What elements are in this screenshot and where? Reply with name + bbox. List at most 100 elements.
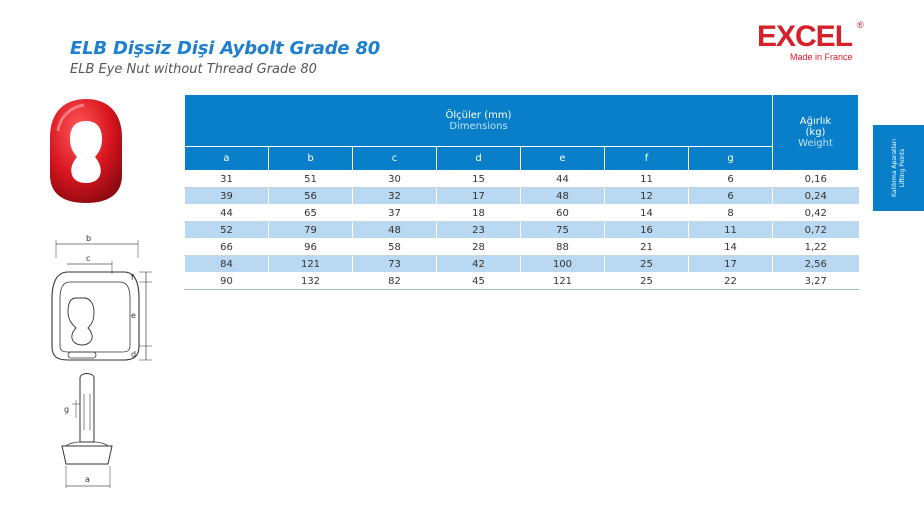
specification-table-body: 31 51 30 15 44 11 6 0,16 39 56 32 17 48 12 6 0,24 44 65 37…	[184, 170, 859, 290]
eye-nut-profile-drawing: g a	[61, 373, 113, 488]
weight-cell: 1,22	[772, 238, 859, 256]
table-row: 44 65 37 18 60 14 8 0,42	[184, 204, 859, 222]
table-cell: 37	[352, 204, 437, 222]
table-cell: 16	[604, 221, 689, 239]
side-tab-lifting-points[interactable]: Kaldırma Aparatları Lifting Points	[873, 125, 924, 211]
table-cell: 6	[688, 187, 773, 205]
table-cell: 21	[604, 238, 689, 256]
label-d: d	[131, 350, 136, 359]
table-cell: 17	[436, 187, 521, 205]
table-cell: 90	[184, 272, 269, 290]
table-cell: 18	[436, 204, 521, 222]
dimensions-header-en: Dimensions	[449, 120, 508, 132]
table-cell: 79	[268, 221, 353, 239]
table-cell: 32	[352, 187, 437, 205]
column-header: e	[520, 146, 605, 171]
table-cell: 28	[436, 238, 521, 256]
weight-cell: 0,42	[772, 204, 859, 222]
column-header: d	[436, 146, 521, 171]
table-cell: 48	[520, 187, 605, 205]
label-b: b	[86, 234, 91, 243]
page-title: ELB Dişsiz Dişi Aybolt Grade 80	[70, 38, 381, 59]
weight-cell: 3,27	[772, 272, 859, 290]
table-row: 90 132 82 45 121 25 22 3,27	[184, 272, 859, 290]
table-cell: 15	[436, 170, 521, 188]
column-header-row: a b c d e f g	[184, 146, 859, 171]
column-header: c	[352, 146, 437, 171]
side-tab-label-tr: Kaldırma Aparatları	[890, 138, 898, 198]
dimensions-header: Ölçüler (mm) Dimensions	[184, 94, 773, 147]
weight-header-tr: Ağırlık	[799, 116, 832, 127]
table-cell: 17	[688, 255, 773, 273]
excel-logo: EXCEL ® Made in France	[757, 20, 867, 64]
table-cell: 48	[352, 221, 437, 239]
table-cell: 6	[688, 170, 773, 188]
table-cell: 73	[352, 255, 437, 273]
weight-cell: 0,72	[772, 221, 859, 239]
side-tab-label: Kaldırma Aparatları Lifting Points	[891, 139, 907, 197]
table-cell: 132	[268, 272, 353, 290]
table-cell: 121	[268, 255, 353, 273]
table-cell: 30	[352, 170, 437, 188]
table-cell: 14	[604, 204, 689, 222]
weight-header-en: Weight	[798, 138, 833, 149]
table-cell: 11	[688, 221, 773, 239]
table-cell: 51	[268, 170, 353, 188]
table-row: 52 79 48 23 75 16 11 0,72	[184, 221, 859, 239]
table-cell: 66	[184, 238, 269, 256]
table-row: 84 121 73 42 100 25 17 2,56	[184, 255, 859, 273]
table-cell: 56	[268, 187, 353, 205]
logo-tagline: Made in France	[790, 52, 853, 62]
table-cell: 39	[184, 187, 269, 205]
eye-nut-photo-icon	[50, 99, 122, 203]
table-cell: 44	[184, 204, 269, 222]
logo-registered-mark: ®	[857, 20, 864, 30]
table-cell: 22	[688, 272, 773, 290]
table-cell: 84	[184, 255, 269, 273]
table-row: 31 51 30 15 44 11 6 0,16	[184, 170, 859, 188]
table-cell: 25	[604, 255, 689, 273]
table-cell: 44	[520, 170, 605, 188]
table-cell: 58	[352, 238, 437, 256]
column-header: f	[604, 146, 689, 171]
table-cell: 14	[688, 238, 773, 256]
front-view-drawing: g a	[50, 370, 130, 492]
column-header: a	[184, 146, 269, 171]
table-cell: 25	[604, 272, 689, 290]
weight-header-unit: (kg)	[805, 127, 826, 138]
table-cell: 12	[604, 187, 689, 205]
weight-cell: 2,56	[772, 255, 859, 273]
table-cell: 96	[268, 238, 353, 256]
eye-nut-dimension-drawing: b c f e d	[51, 234, 152, 361]
table-cell: 75	[520, 221, 605, 239]
label-f: f	[131, 273, 134, 282]
side-tab-label-en: Lifting Points	[898, 148, 906, 188]
table-cell: 42	[436, 255, 521, 273]
table-cell: 31	[184, 170, 269, 188]
column-header: g	[688, 146, 773, 171]
page-subtitle: ELB Eye Nut without Thread Grade 80	[70, 62, 317, 77]
side-view-drawing: b c f e d	[40, 228, 160, 373]
label-e: e	[131, 311, 136, 320]
weight-header: Ağırlık (kg) Weight	[772, 94, 859, 171]
product-photo	[44, 95, 128, 207]
table-cell: 45	[436, 272, 521, 290]
weight-cell: 0,24	[772, 187, 859, 205]
table-cell: 100	[520, 255, 605, 273]
table-cell: 65	[268, 204, 353, 222]
table-cell: 121	[520, 272, 605, 290]
label-c: c	[86, 254, 90, 263]
weight-cell: 0,16	[772, 170, 859, 188]
table-row: 66 96 58 28 88 21 14 1,22	[184, 238, 859, 256]
label-g: g	[64, 405, 69, 414]
table-cell: 8	[688, 204, 773, 222]
table-cell: 88	[520, 238, 605, 256]
table-cell: 82	[352, 272, 437, 290]
table-cell: 60	[520, 204, 605, 222]
table-row: 39 56 32 17 48 12 6 0,24	[184, 187, 859, 205]
specification-table: Ölçüler (mm) Dimensions Ağırlık (kg) Wei…	[184, 94, 859, 290]
table-cell: 52	[184, 221, 269, 239]
table-cell: 11	[604, 170, 689, 188]
column-header: b	[268, 146, 353, 171]
logo-wordmark: EXCEL	[757, 20, 853, 53]
